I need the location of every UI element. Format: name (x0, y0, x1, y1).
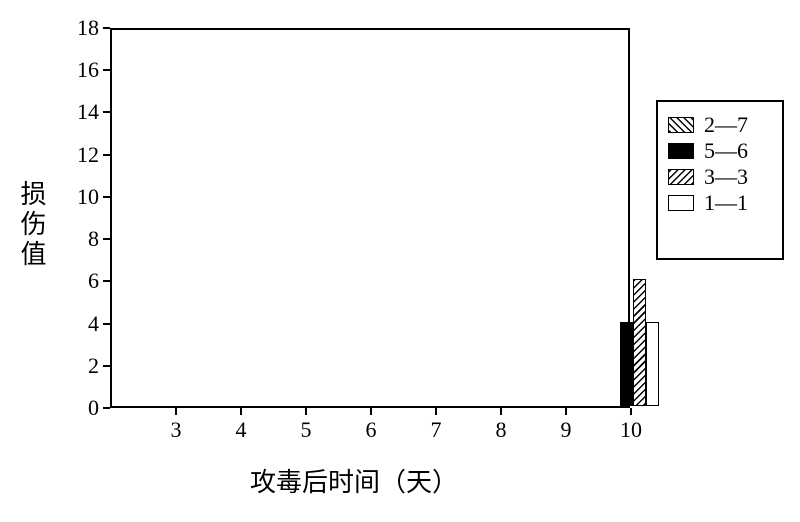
y-tick (103, 111, 110, 113)
y-tick (103, 196, 110, 198)
y-tick (103, 154, 110, 156)
bar (633, 279, 646, 406)
legend-item: 1—1 (668, 192, 772, 214)
legend-swatch (668, 195, 694, 211)
x-tick (240, 408, 242, 415)
x-tick (305, 408, 307, 415)
bar (620, 322, 633, 406)
y-tick-label: 2 (59, 355, 99, 377)
plot-area (110, 28, 630, 408)
y-tick (103, 323, 110, 325)
legend-label: 3—3 (704, 166, 748, 188)
legend-item: 2—7 (668, 114, 772, 136)
y-tick-label: 6 (59, 270, 99, 292)
y-tick (103, 365, 110, 367)
x-tick (500, 408, 502, 415)
x-tick (370, 408, 372, 415)
y-tick-label: 14 (59, 101, 99, 123)
x-tick-label: 9 (546, 419, 586, 441)
y-tick (103, 69, 110, 71)
x-tick-label: 10 (611, 419, 651, 441)
x-tick-label: 4 (221, 419, 261, 441)
x-axis-title: 攻毒后时间（天） (250, 470, 458, 496)
legend-item: 3—3 (668, 166, 772, 188)
y-axis-title: 损伤值 (18, 180, 44, 270)
bar (646, 322, 659, 406)
x-tick (435, 408, 437, 415)
legend-label: 5—6 (704, 140, 748, 162)
chart-container: 损伤值 攻毒后时间（天） 2—7 5—6 3—3 1—1 0 2 4 6 8 10 12 14 16 1… (0, 0, 800, 522)
x-tick (565, 408, 567, 415)
y-tick (103, 280, 110, 282)
x-tick-label: 6 (351, 419, 391, 441)
y-tick (103, 407, 110, 409)
x-tick-label: 5 (286, 419, 326, 441)
x-tick-label: 8 (481, 419, 521, 441)
legend-swatch (668, 169, 694, 185)
x-tick-label: 3 (156, 419, 196, 441)
legend-swatch (668, 117, 694, 133)
y-tick-label: 16 (59, 59, 99, 81)
x-tick (630, 408, 632, 415)
legend-label: 1—1 (704, 192, 748, 214)
y-tick-label: 10 (59, 186, 99, 208)
legend-swatch (668, 143, 694, 159)
y-tick-label: 12 (59, 144, 99, 166)
legend-item: 5—6 (668, 140, 772, 162)
y-tick (103, 27, 110, 29)
y-tick-label: 8 (59, 228, 99, 250)
x-tick (175, 408, 177, 415)
y-tick-label: 18 (59, 17, 99, 39)
y-tick-label: 4 (59, 313, 99, 335)
x-tick-label: 7 (416, 419, 456, 441)
legend: 2—7 5—6 3—3 1—1 (656, 100, 784, 260)
legend-label: 2—7 (704, 114, 748, 136)
y-tick-label: 0 (59, 397, 99, 419)
y-tick (103, 238, 110, 240)
